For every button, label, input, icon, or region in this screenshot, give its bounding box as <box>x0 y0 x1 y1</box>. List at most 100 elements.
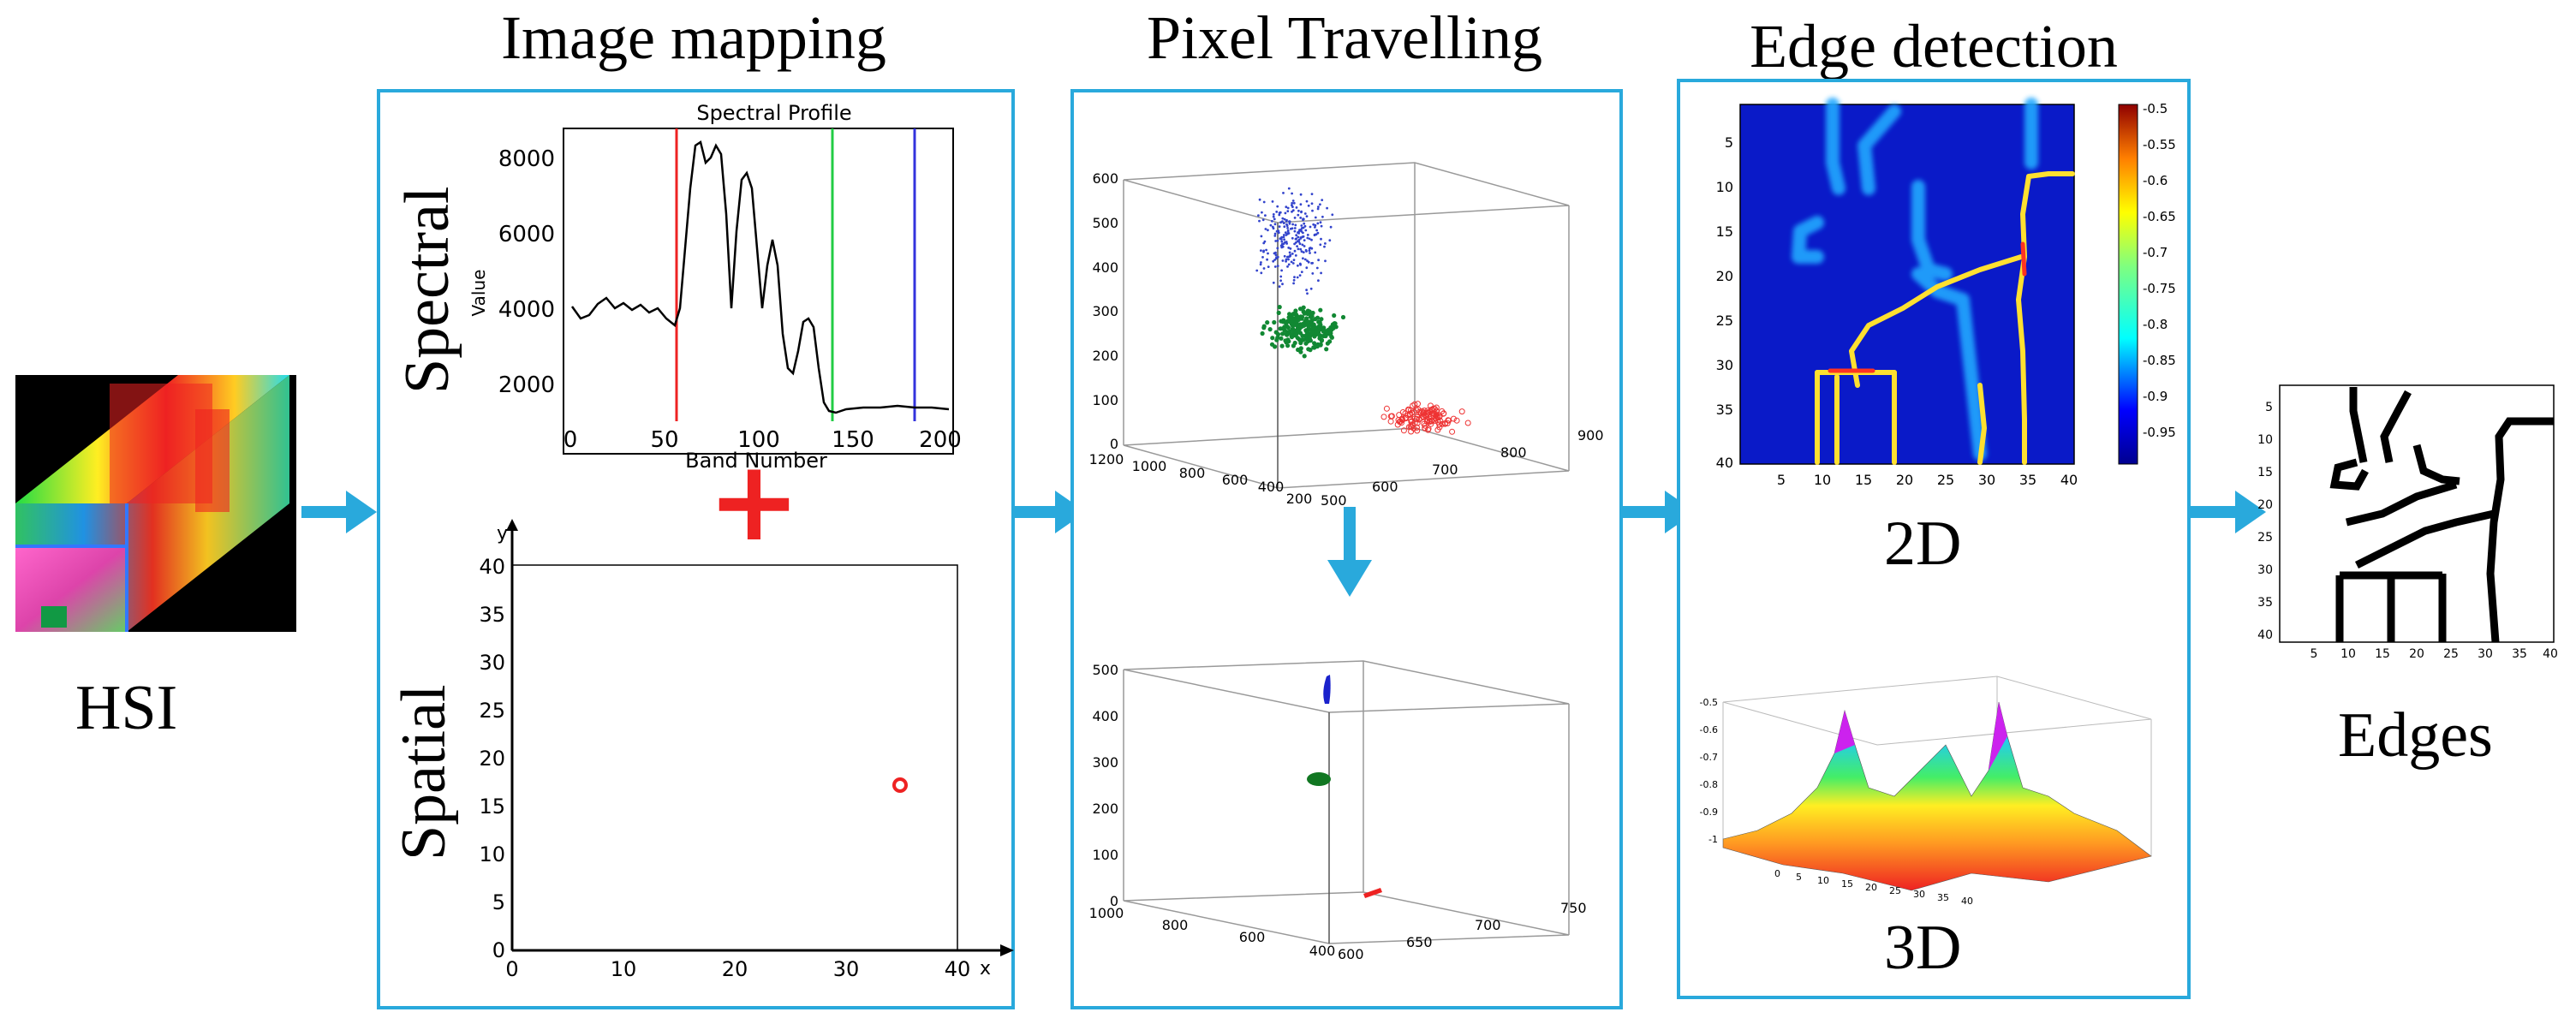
scatter-point <box>1308 237 1311 241</box>
top-xtick-200: 200 <box>1286 491 1313 507</box>
spectral-xtick-100: 100 <box>737 427 780 453</box>
scatter-point <box>1313 317 1318 322</box>
scatter-point <box>1279 343 1285 348</box>
scatter-point <box>1275 211 1279 213</box>
heatmap-ytick-5: 5 <box>1725 134 1733 151</box>
scatter-point <box>1285 259 1287 263</box>
scatter-point <box>1309 252 1311 254</box>
top-ytick-900: 900 <box>1577 427 1604 444</box>
top-xtick-1200: 1200 <box>1089 451 1124 467</box>
scatter-point <box>1331 325 1336 330</box>
scatter-point <box>1282 242 1285 245</box>
scatter-point <box>1279 275 1283 278</box>
scatter-point <box>1283 238 1285 241</box>
scatter-point <box>1425 426 1431 433</box>
surf-ztick-5: -1 <box>1708 834 1718 845</box>
spatial-ytick-20: 20 <box>479 747 505 771</box>
scatter-point <box>1277 231 1280 235</box>
scatter-point <box>1304 229 1308 232</box>
heatmap-ytick-25: 25 <box>1716 313 1733 329</box>
scatter-point <box>1291 205 1294 208</box>
scatter-point <box>1273 259 1276 261</box>
scatter-point <box>1271 219 1273 223</box>
scatter-point <box>1292 340 1297 346</box>
scatter-point <box>1284 231 1287 234</box>
scatter-point <box>1297 209 1300 212</box>
scatter-point <box>1264 228 1267 230</box>
heatmap-xtick-25: 25 <box>1937 472 1954 488</box>
scatter-point <box>1290 260 1293 264</box>
scatter-point <box>1305 199 1309 203</box>
scatter-point <box>1310 247 1314 250</box>
scatter-point <box>1291 199 1295 202</box>
scatter3d-top-y-ticks: 500 600 700 800 900 <box>1321 427 1604 509</box>
scatter-point <box>1291 192 1293 195</box>
edges-output-plot: 5 10 15 20 25 30 35 40 5 10 15 20 25 30 … <box>2257 384 2558 661</box>
edge-heatmap: 5 10 15 20 25 30 35 40 5 10 15 20 25 30 … <box>1716 98 2176 488</box>
scatter-point <box>1293 242 1296 246</box>
scatter-point <box>1273 223 1277 226</box>
scatter-point <box>1306 234 1309 236</box>
travelled-cluster-red <box>1363 888 1382 898</box>
top-ytick-600: 600 <box>1372 479 1398 495</box>
scatter-point <box>1317 336 1322 341</box>
scatter-point <box>1398 420 1404 426</box>
scatter-point <box>1402 414 1409 421</box>
scatter-point <box>1305 215 1309 217</box>
scatter-point <box>1295 241 1297 244</box>
scatter-point <box>1295 234 1298 237</box>
spectral-x-ticks: 0 50 100 150 200 <box>564 427 962 453</box>
scatter-point <box>1387 418 1394 425</box>
scatter-point <box>1267 229 1269 232</box>
spatial-xtick-20: 20 <box>722 957 748 981</box>
scatter-point <box>1407 416 1414 423</box>
scatter-point <box>1276 247 1279 250</box>
scatter-point <box>1265 248 1267 252</box>
scatter-point <box>1289 332 1294 337</box>
heatmap-xtick-20: 20 <box>1896 472 1913 488</box>
scatter-point <box>1340 314 1346 320</box>
spatial-ytick-5: 5 <box>492 890 505 914</box>
surf-xtick-15: 15 <box>1841 878 1853 890</box>
scatter-point <box>1295 313 1300 318</box>
spectral-xtick-0: 0 <box>564 427 578 453</box>
scatter3d-bottom-z-ticks: 0 100 200 300 400 500 <box>1092 662 1118 909</box>
scatter-point <box>1287 263 1291 266</box>
spatial-ytick-15: 15 <box>479 795 505 819</box>
scatter-point <box>1279 336 1284 341</box>
scatter-point <box>1282 222 1285 224</box>
scatter-point <box>1323 245 1326 248</box>
scatter-cluster-red <box>1380 401 1471 435</box>
scatter-point <box>1304 248 1308 252</box>
heatmap-ytick-30: 30 <box>1716 357 1733 373</box>
scatter-point <box>1302 251 1305 253</box>
scatter-point <box>1285 325 1291 330</box>
scatter-point <box>1285 241 1288 243</box>
scatter-point <box>1302 231 1304 235</box>
scatter-point <box>1271 200 1274 203</box>
scatter-point <box>1287 247 1291 249</box>
scatter-point <box>1324 347 1329 352</box>
spatial-x-arrow <box>1000 944 1014 956</box>
bottom-ztick-100: 100 <box>1092 847 1118 863</box>
scatter-point <box>1450 415 1457 422</box>
scatter-point <box>1291 262 1295 265</box>
top-xtick-600: 600 <box>1222 472 1249 488</box>
scatter-point <box>1317 259 1320 262</box>
edges-x-ticks: 5 10 15 20 25 30 35 40 <box>2311 647 2558 661</box>
scatter-point <box>1273 265 1277 268</box>
scatter-point <box>1414 424 1420 431</box>
scatter-point <box>1269 223 1273 227</box>
top-ztick-0: 0 <box>1110 436 1118 452</box>
scatter-point <box>1324 242 1327 245</box>
scatter-point <box>1279 279 1282 283</box>
scatter-point <box>1262 241 1266 245</box>
scatter-point <box>1300 271 1303 273</box>
scatter-point <box>1315 229 1318 232</box>
scatter-point <box>1274 253 1278 257</box>
scatter-point <box>1315 266 1319 270</box>
heatmap-xtick-40: 40 <box>2060 472 2078 488</box>
scatter-point <box>1315 330 1321 335</box>
scatter-point <box>1315 233 1318 236</box>
scatter-point <box>1293 249 1297 253</box>
